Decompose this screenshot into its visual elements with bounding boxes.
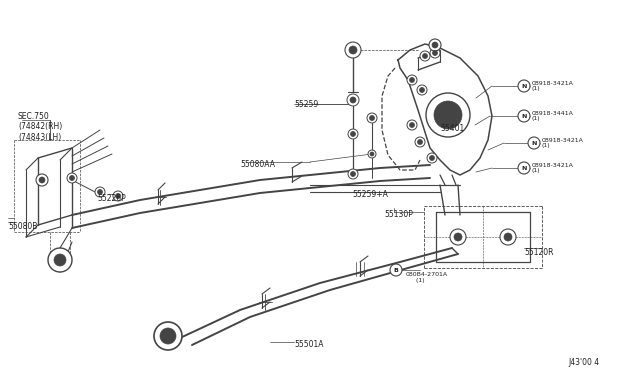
Text: N: N	[522, 166, 527, 170]
Circle shape	[430, 48, 440, 58]
Circle shape	[434, 101, 462, 129]
Circle shape	[450, 229, 466, 245]
Text: 55501A: 55501A	[294, 340, 323, 349]
Circle shape	[347, 94, 359, 106]
Circle shape	[426, 93, 470, 137]
Circle shape	[518, 162, 530, 174]
Text: 08918-3421A
(1): 08918-3421A (1)	[532, 163, 574, 173]
Circle shape	[348, 129, 358, 139]
Circle shape	[368, 150, 376, 158]
Circle shape	[429, 155, 435, 160]
Text: B: B	[394, 267, 399, 273]
Text: 08918-3421A
(1): 08918-3421A (1)	[542, 138, 584, 148]
Circle shape	[410, 122, 415, 128]
Text: 080B4-2701A
     (1): 080B4-2701A (1)	[406, 272, 448, 283]
Circle shape	[95, 187, 105, 197]
Text: 55080AA: 55080AA	[240, 160, 275, 169]
Circle shape	[420, 51, 430, 61]
Circle shape	[70, 176, 74, 180]
Circle shape	[417, 140, 422, 144]
Circle shape	[419, 87, 424, 93]
Circle shape	[422, 54, 428, 58]
Circle shape	[48, 248, 72, 272]
Text: 55130P: 55130P	[384, 210, 413, 219]
Text: N: N	[522, 113, 527, 119]
Circle shape	[36, 174, 48, 186]
Text: 55080B: 55080B	[8, 222, 37, 231]
Circle shape	[410, 77, 415, 83]
Circle shape	[528, 137, 540, 149]
Circle shape	[367, 113, 377, 123]
Circle shape	[432, 42, 438, 48]
Circle shape	[427, 153, 437, 163]
Circle shape	[415, 137, 425, 147]
Circle shape	[518, 80, 530, 92]
Circle shape	[160, 328, 176, 344]
Circle shape	[390, 264, 402, 276]
Circle shape	[39, 177, 45, 183]
Circle shape	[113, 191, 123, 201]
Text: J43'00 4: J43'00 4	[568, 358, 599, 367]
Circle shape	[369, 115, 374, 121]
Circle shape	[504, 233, 512, 241]
Circle shape	[433, 51, 438, 55]
Text: 55259: 55259	[294, 100, 318, 109]
Text: 55226P: 55226P	[97, 194, 125, 203]
Circle shape	[54, 254, 66, 266]
Circle shape	[370, 152, 374, 156]
Text: 55401: 55401	[440, 124, 464, 133]
Circle shape	[349, 46, 357, 54]
Circle shape	[417, 85, 427, 95]
Circle shape	[429, 39, 441, 51]
Text: 55259+A: 55259+A	[352, 190, 388, 199]
Text: 55120R: 55120R	[524, 248, 554, 257]
Circle shape	[518, 110, 530, 122]
Circle shape	[407, 75, 417, 85]
Circle shape	[500, 229, 516, 245]
Text: 08918-3421A
(1): 08918-3421A (1)	[532, 81, 574, 92]
Circle shape	[454, 233, 462, 241]
Text: 08918-3441A
(1): 08918-3441A (1)	[532, 110, 574, 121]
Text: N: N	[522, 83, 527, 89]
Circle shape	[348, 169, 358, 179]
Text: N: N	[531, 141, 537, 145]
Circle shape	[115, 193, 120, 199]
Circle shape	[345, 42, 361, 58]
Circle shape	[351, 171, 355, 176]
Circle shape	[351, 131, 355, 137]
Circle shape	[67, 173, 77, 183]
Circle shape	[350, 97, 356, 103]
Circle shape	[154, 322, 182, 350]
Text: SEC.750
(74842(RH)
(74843(LH): SEC.750 (74842(RH) (74843(LH)	[18, 112, 62, 142]
Circle shape	[97, 189, 102, 195]
Circle shape	[407, 120, 417, 130]
